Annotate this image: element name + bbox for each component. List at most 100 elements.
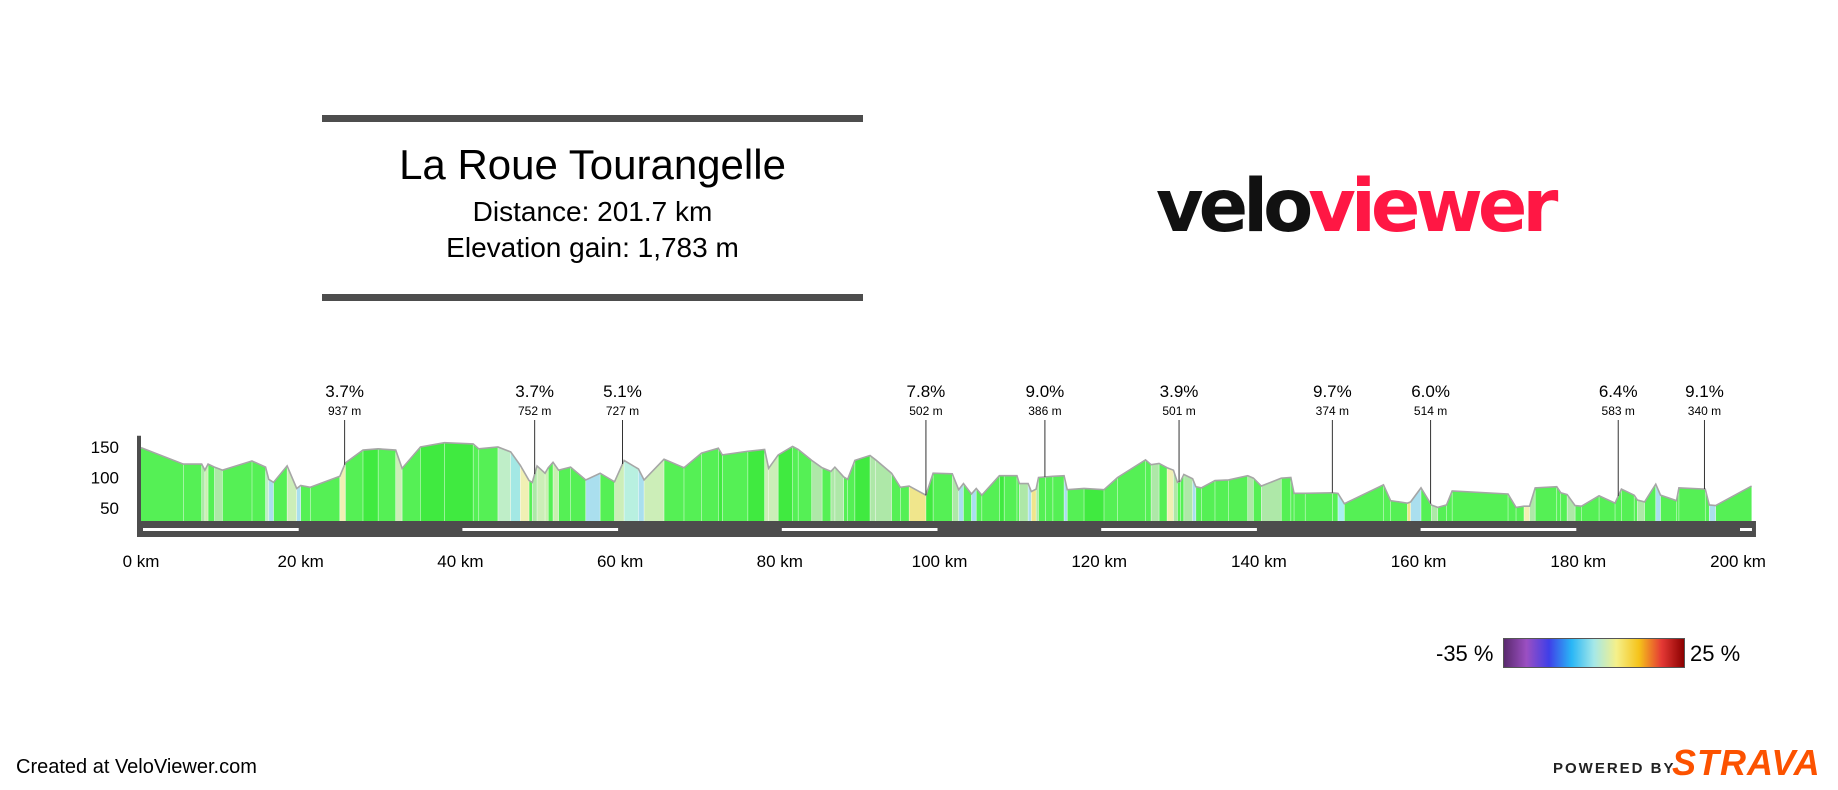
profile-segment xyxy=(497,447,511,521)
distance-stripe xyxy=(1740,528,1752,531)
profile-segment xyxy=(1332,492,1338,521)
profile-segment xyxy=(976,488,982,521)
profile-segment xyxy=(1052,475,1065,521)
y-tick-label: 150 xyxy=(91,438,119,457)
profile-segment xyxy=(999,475,1005,521)
x-tick-label: 180 km xyxy=(1550,552,1606,571)
profile-segment xyxy=(925,473,934,521)
x-tick-label: 200 km xyxy=(1710,552,1766,571)
profile-segment xyxy=(1117,459,1146,521)
climb-length-label: 374 m xyxy=(1316,404,1349,418)
climb-grade-label: 9.1% xyxy=(1685,382,1724,401)
profile-segment xyxy=(1715,486,1752,521)
profile-segment xyxy=(1556,486,1561,521)
profile-segment xyxy=(1281,477,1291,521)
profile-segment xyxy=(1167,467,1174,521)
profile-segment xyxy=(1390,500,1408,521)
profile-segment xyxy=(585,473,601,521)
profile-segment xyxy=(1337,493,1345,521)
x-axis-band xyxy=(137,521,1756,537)
distance-stripe xyxy=(781,528,938,531)
profile-segment xyxy=(1183,474,1193,521)
profile-segment xyxy=(300,485,311,521)
profile-segment xyxy=(520,465,530,521)
profile-segment xyxy=(1431,504,1438,521)
profile-segment xyxy=(1705,489,1710,521)
profile-segment xyxy=(843,476,848,521)
profile-segment xyxy=(1145,459,1152,521)
x-tick-label: 60 km xyxy=(597,552,643,571)
climb-grade-label: 9.0% xyxy=(1026,382,1065,401)
profile-segment xyxy=(1634,495,1638,521)
distance-stripe xyxy=(143,528,299,531)
distance-stripe xyxy=(462,528,619,531)
profile-segment xyxy=(265,467,269,521)
profile-segment xyxy=(1709,504,1716,521)
profile-segment xyxy=(570,467,586,521)
y-axis-bar xyxy=(137,435,141,521)
profile-segment xyxy=(909,486,926,521)
profile-segment xyxy=(548,462,554,521)
profile-segment xyxy=(683,453,702,521)
profile-segment xyxy=(1581,495,1600,521)
profile-segment xyxy=(722,451,748,521)
profile-segment xyxy=(1508,493,1517,521)
profile-segment xyxy=(1516,506,1525,521)
profile-segment xyxy=(1410,487,1421,521)
profile-segment xyxy=(718,448,723,521)
y-tick-label: 50 xyxy=(100,499,119,518)
profile-segment xyxy=(1192,478,1196,521)
profile-segment xyxy=(1261,478,1282,521)
profile-segment xyxy=(798,449,812,521)
profile-segment xyxy=(1159,463,1168,521)
profile-segment xyxy=(222,461,252,521)
profile-segment xyxy=(395,450,403,521)
y-tick-label: 100 xyxy=(91,469,119,488)
gradient-legend-min: -35 % xyxy=(1436,641,1494,666)
climb-length-label: 501 m xyxy=(1162,404,1195,418)
profile-segment xyxy=(420,442,445,521)
profile-segment xyxy=(1437,504,1447,521)
profile-segment xyxy=(553,462,559,521)
profile-segment xyxy=(1173,470,1178,521)
profile-segment xyxy=(1644,484,1656,521)
profile-segment xyxy=(537,465,546,521)
profile-segment xyxy=(1678,487,1706,521)
profile-segment xyxy=(1253,478,1262,521)
distance-stripe xyxy=(1101,528,1257,531)
profile-segment xyxy=(1180,474,1184,521)
profile-segment xyxy=(1201,480,1215,521)
profile-segment xyxy=(1247,475,1254,521)
title-top-rule xyxy=(322,115,863,122)
powered-by-label: POWERED BY xyxy=(1553,760,1676,777)
created-at-credit: Created at VeloViewer.com xyxy=(16,756,257,778)
profile-segment xyxy=(378,448,396,521)
profile-segment xyxy=(402,447,421,521)
profile-segment xyxy=(1067,488,1085,521)
profile-segment xyxy=(870,455,876,521)
profile-segment xyxy=(1151,463,1160,521)
x-tick-label: 0 km xyxy=(123,552,160,571)
profile-segment xyxy=(1621,489,1635,521)
profile-segment xyxy=(624,460,639,521)
elevation-gain-label: Elevation gain: 1,783 m xyxy=(446,232,739,263)
profile-segment xyxy=(1660,495,1677,521)
profile-segment xyxy=(1028,483,1032,521)
profile-segment xyxy=(1446,490,1453,521)
profile-segment xyxy=(478,447,498,521)
profile-segment xyxy=(1420,487,1432,521)
climb-length-label: 502 m xyxy=(909,404,942,418)
profile-segment xyxy=(1407,501,1411,521)
profile-segment xyxy=(214,467,223,521)
profile-segment xyxy=(971,488,977,521)
profile-segment xyxy=(981,475,1000,521)
profile-segment xyxy=(251,461,266,521)
profile-segment xyxy=(1615,489,1622,521)
profile-segment xyxy=(614,460,625,521)
profile-segment xyxy=(545,467,549,521)
profile-segment xyxy=(958,483,964,521)
profile-segment xyxy=(183,464,202,521)
profile-segment xyxy=(768,454,779,521)
profile-segment xyxy=(1228,475,1248,521)
profile-segment xyxy=(933,473,953,521)
